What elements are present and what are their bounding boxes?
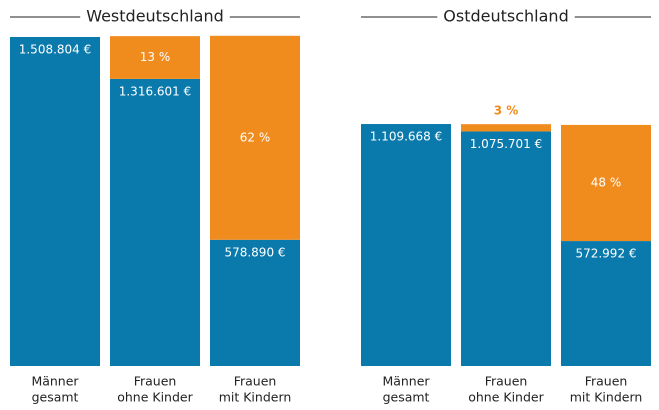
category-label: mit Kindern <box>219 390 292 405</box>
category-label: Frauen <box>585 374 628 389</box>
gap-segment <box>461 124 551 132</box>
category-label: Frauen <box>234 374 277 389</box>
value-label: 578.890 € <box>224 245 285 259</box>
value-label: 62 % <box>240 130 271 144</box>
category-label: gesamt <box>383 390 430 405</box>
category-label: ohne Kinder <box>468 390 544 405</box>
bar-segment <box>210 239 300 366</box>
category-label: mit Kindern <box>570 390 643 405</box>
value-label: 48 % <box>591 175 622 189</box>
value-label: 13 % <box>140 50 171 64</box>
value-label: 3 % <box>494 104 519 118</box>
category-label: Frauen <box>134 374 177 389</box>
value-label: 1.109.668 € <box>370 130 443 144</box>
bar-segment <box>10 37 100 366</box>
bar-segment <box>361 124 451 366</box>
value-label: 572.992 € <box>575 247 636 261</box>
category-label: gesamt <box>32 390 79 405</box>
panel-title: Westdeutschland <box>86 7 224 26</box>
bar-segment <box>461 131 551 366</box>
category-label: Frauen <box>485 374 528 389</box>
value-label: 1.508.804 € <box>19 43 92 57</box>
category-label: Männer <box>382 374 430 389</box>
gap-segment <box>561 124 651 242</box>
panel-title: Ostdeutschland <box>443 7 568 26</box>
value-label: 1.075.701 € <box>470 137 543 151</box>
category-label: Männer <box>31 374 79 389</box>
gap-segment <box>110 36 200 79</box>
category-label: ohne Kinder <box>117 390 193 405</box>
bar-segment <box>561 241 651 366</box>
value-label: 1.316.601 € <box>119 84 192 98</box>
bar-segment <box>110 78 200 367</box>
gap-segment <box>210 35 300 240</box>
